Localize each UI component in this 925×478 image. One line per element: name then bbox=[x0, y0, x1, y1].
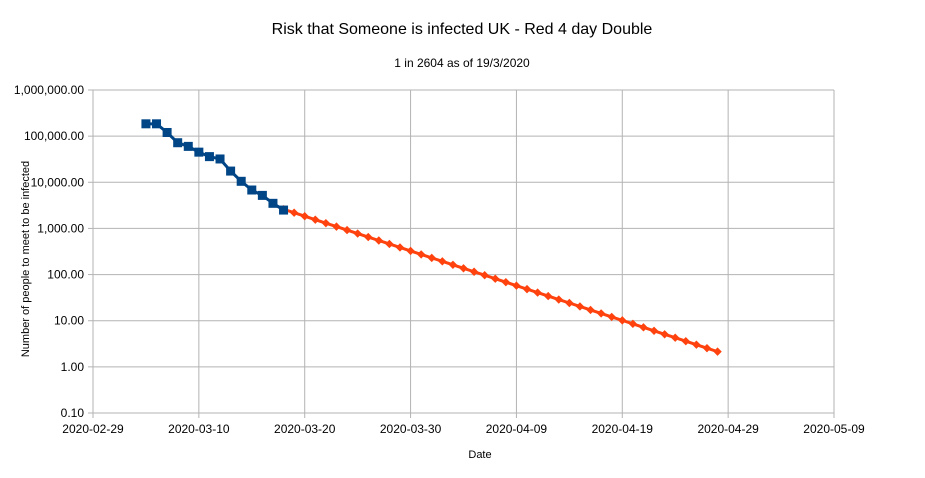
projection-point-marker bbox=[491, 274, 500, 283]
x-tick-label: 2020-05-09 bbox=[803, 422, 865, 436]
projection-point-marker bbox=[364, 232, 373, 242]
projection-point-marker bbox=[469, 267, 479, 276]
x-tick-label: 2020-04-29 bbox=[697, 422, 759, 436]
reported-point-marker bbox=[236, 176, 246, 186]
projection-point-marker bbox=[385, 239, 394, 249]
y-tick-label: 1.00 bbox=[61, 360, 85, 374]
y-axis: 1,000,000.00 100,000.00 10,000.00 1,000.00 1… bbox=[14, 83, 93, 420]
projection-point-marker bbox=[522, 284, 532, 294]
projection-point-marker bbox=[586, 305, 595, 315]
plot-series bbox=[141, 119, 722, 356]
projection-point-marker bbox=[289, 208, 299, 217]
reported-point-marker bbox=[194, 147, 204, 157]
projection-point-marker bbox=[660, 330, 669, 339]
projection-point-marker bbox=[448, 260, 458, 270]
projection-point-marker bbox=[374, 236, 384, 245]
projection-point-marker bbox=[692, 340, 701, 349]
projection-point-marker bbox=[533, 288, 542, 297]
projection-point-marker bbox=[512, 281, 521, 290]
x-tick-label: 2020-03-10 bbox=[168, 422, 230, 436]
x-tick-label: 2020-03-20 bbox=[274, 422, 336, 436]
projection-point-marker bbox=[713, 347, 722, 356]
grid-lines bbox=[92, 89, 835, 414]
y-tick-label: 10,000.00 bbox=[31, 175, 85, 189]
projection-point-marker bbox=[427, 253, 436, 263]
x-tick-label: 2020-04-19 bbox=[592, 422, 654, 436]
chart-subtitle: 1 in 2604 as of 19/3/2020 bbox=[394, 56, 530, 70]
y-tick-label: 100,000.00 bbox=[24, 129, 84, 143]
y-tick-label: 10.00 bbox=[54, 314, 84, 328]
projection-point-marker bbox=[311, 215, 320, 224]
reported-point-marker bbox=[141, 119, 151, 129]
projection-point-marker bbox=[321, 218, 331, 228]
reported-point-marker bbox=[173, 138, 183, 148]
projection-point-marker bbox=[543, 291, 553, 301]
x-tick-label: 2020-04-09 bbox=[486, 422, 548, 436]
reported-point-marker bbox=[162, 127, 172, 137]
y-axis-label: Number of people to meet to be infected bbox=[20, 161, 32, 357]
x-axis-label: Date bbox=[468, 449, 491, 461]
projection-point-marker bbox=[300, 211, 309, 221]
projection-point-marker bbox=[459, 264, 468, 273]
x-tick-label: 2020-02-29 bbox=[62, 422, 124, 436]
projection-point-marker bbox=[438, 257, 447, 266]
projection-point-marker bbox=[416, 250, 426, 259]
projection-point-marker bbox=[395, 243, 405, 252]
projection-point-marker bbox=[649, 326, 659, 335]
reported-point-marker bbox=[152, 119, 162, 129]
projection-point-marker bbox=[353, 229, 362, 238]
projection-point-marker bbox=[618, 316, 627, 325]
projection-point-marker bbox=[596, 309, 606, 318]
projection-point-marker bbox=[501, 277, 511, 287]
x-tick-label: 2020-03-30 bbox=[380, 422, 442, 436]
y-tick-label: 1,000.00 bbox=[37, 221, 84, 235]
projection-point-marker bbox=[406, 246, 415, 256]
reported-point-marker bbox=[279, 205, 289, 215]
reported-point-marker bbox=[183, 141, 193, 151]
projection-point-marker bbox=[607, 312, 616, 322]
projection-point-marker bbox=[332, 222, 341, 231]
projection-point-marker bbox=[575, 302, 585, 311]
projection-point-marker bbox=[671, 333, 680, 342]
projection-point-marker bbox=[480, 271, 489, 280]
projection-point-marker bbox=[639, 323, 648, 332]
projection-point-marker bbox=[554, 295, 563, 304]
projection-point-marker bbox=[702, 343, 712, 353]
y-tick-label: 100.00 bbox=[47, 268, 84, 282]
chart-title: Risk that Someone is infected UK - Red 4… bbox=[272, 21, 653, 38]
x-axis: 2020-02-29 2020-03-10 2020-03-20 2020-03-30… bbox=[62, 413, 865, 436]
reported-point-marker bbox=[268, 198, 278, 208]
reported-point-marker bbox=[247, 185, 257, 195]
reported-point-marker bbox=[257, 190, 267, 200]
projection-point-marker bbox=[628, 319, 638, 329]
reported-point-marker bbox=[204, 152, 214, 162]
reported-point-marker bbox=[215, 154, 225, 164]
projection-point-marker bbox=[565, 298, 574, 308]
projection-point-marker bbox=[342, 225, 352, 235]
projection-point-marker bbox=[681, 337, 690, 346]
y-tick-label: 0.10 bbox=[61, 406, 85, 420]
y-tick-label: 1,000,000.00 bbox=[14, 83, 84, 97]
reported-point-marker bbox=[226, 166, 236, 176]
